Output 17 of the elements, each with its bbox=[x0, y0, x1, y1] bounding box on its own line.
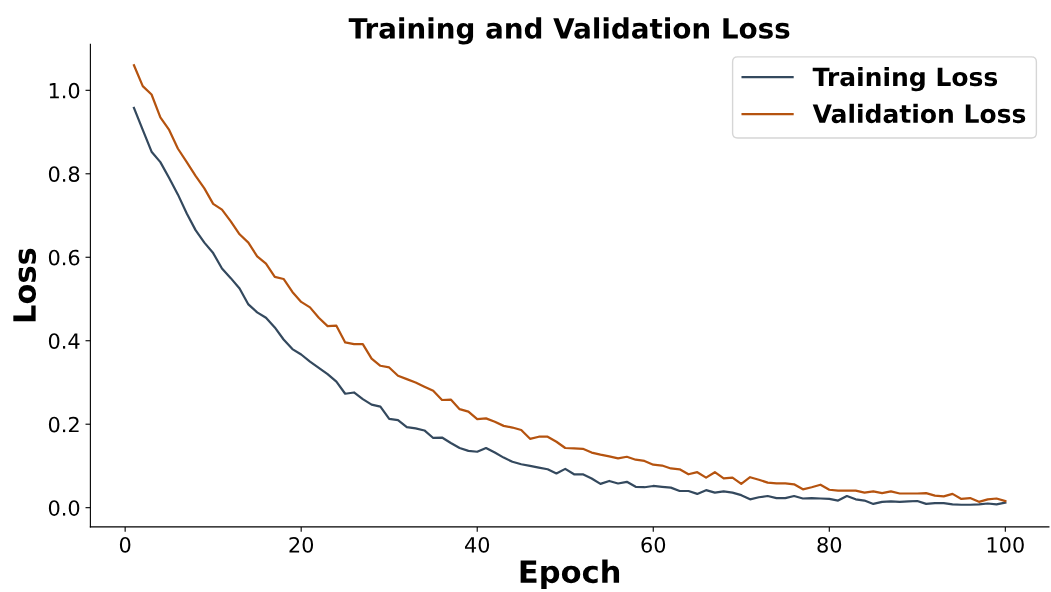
x-tick-label: 0 bbox=[119, 536, 131, 553]
x-axis-title: Epoch bbox=[520, 559, 620, 590]
x-tick-label: 20 bbox=[289, 536, 314, 553]
x-tick-label: 60 bbox=[641, 536, 666, 553]
y-tick-label: 0.0 bbox=[48, 500, 80, 516]
y-axis-title: Loss bbox=[13, 248, 37, 322]
legend-label: Validation Loss bbox=[812, 103, 1026, 124]
y-tick-label: 1.0 bbox=[49, 82, 80, 99]
y-tick-label: 0.4 bbox=[48, 333, 80, 349]
x-tick-label: 40 bbox=[464, 536, 490, 553]
y-tick-label: 0.2 bbox=[48, 416, 79, 433]
y-tick-label: 0.6 bbox=[48, 249, 80, 266]
legend-label: Training Loss bbox=[812, 66, 998, 92]
x-tick-label: 100 bbox=[987, 536, 1024, 553]
y-tick-label: 0.8 bbox=[48, 166, 80, 182]
x-tick-label: 80 bbox=[817, 536, 842, 553]
chart-title: Training and Validation Loss bbox=[348, 17, 790, 45]
